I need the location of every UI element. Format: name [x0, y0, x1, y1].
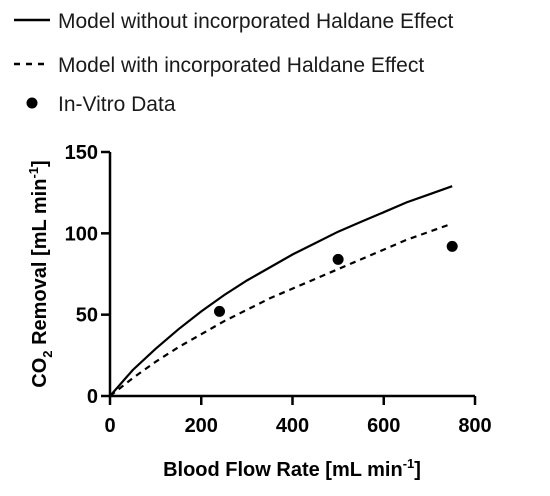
legend-label-dashed: Model with incorporated Haldane Effect: [58, 54, 424, 77]
data-point: [332, 253, 344, 265]
legend-label-markers: In-Vitro Data: [58, 93, 176, 116]
x-tick-label: 400: [276, 415, 309, 437]
x-ticks: 0 200 400 600 800: [104, 396, 492, 437]
data-point: [446, 240, 458, 252]
y-tick-label: 150: [65, 142, 98, 164]
legend-marker-swatch: [26, 97, 38, 109]
series-line-with-haldane: [109, 222, 453, 397]
y-ticks: 0 50 100 150: [65, 142, 110, 408]
axes: [108, 152, 475, 398]
y-tick-label: 0: [87, 386, 98, 408]
y-axis-title: CO2 Removal [mL min-1]: [26, 160, 55, 387]
x-tick-label: 200: [185, 415, 218, 437]
plot-area: [109, 185, 458, 397]
x-tick-label: 600: [367, 415, 400, 437]
legend: Model without incorporated Haldane Effec…: [14, 10, 454, 116]
series-line-without-haldane: [109, 185, 453, 397]
series-markers-in-vitro: [214, 240, 458, 317]
x-tick-label: 800: [458, 415, 491, 437]
x-axis-title: Blood Flow Rate [mL min-1]: [163, 456, 421, 481]
x-tick-label: 0: [104, 415, 115, 437]
legend-label-solid: Model without incorporated Haldane Effec…: [58, 10, 454, 33]
data-point: [214, 305, 225, 317]
y-tick-label: 50: [76, 305, 98, 327]
y-tick-label: 100: [65, 223, 98, 245]
